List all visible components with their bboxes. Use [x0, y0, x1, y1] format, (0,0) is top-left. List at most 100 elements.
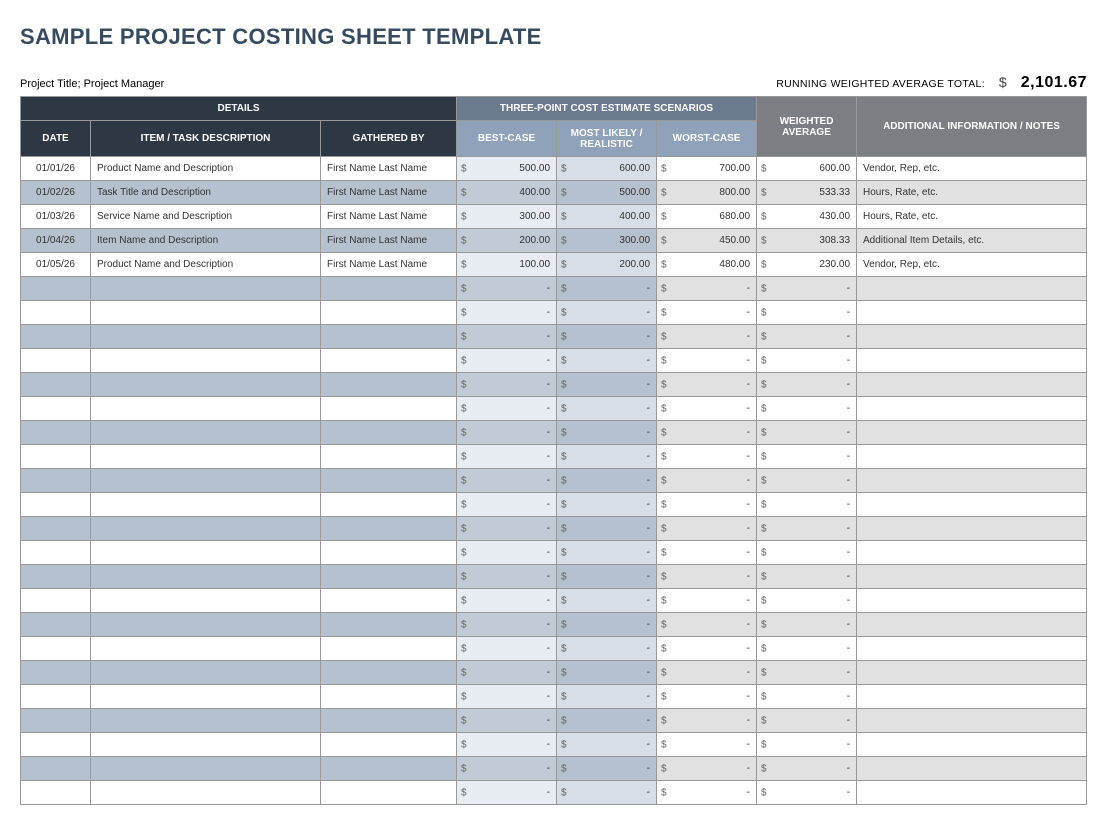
header-notes: ADDITIONAL INFORMATION / NOTES	[857, 97, 1087, 157]
table-cell: $600.00	[557, 157, 657, 181]
currency-symbol: $	[461, 643, 467, 654]
table-cell: $-	[657, 325, 757, 349]
table-cell: $-	[657, 685, 757, 709]
table-row: $-$-$-$-	[21, 685, 1087, 709]
table-cell	[321, 349, 457, 373]
currency-symbol: $	[761, 355, 767, 366]
currency-symbol: $	[661, 499, 667, 510]
table-cell: $200.00	[557, 253, 657, 277]
table-cell	[91, 757, 321, 781]
currency-symbol: $	[661, 523, 667, 534]
table-cell	[21, 613, 91, 637]
table-cell	[857, 373, 1087, 397]
currency-symbol: $	[461, 763, 467, 774]
currency-symbol: $	[661, 187, 667, 198]
table-cell: $-	[757, 661, 857, 685]
table-cell: $-	[757, 397, 857, 421]
table-cell: $-	[757, 565, 857, 589]
table-cell: $308.33	[757, 229, 857, 253]
currency-symbol: $	[761, 235, 767, 246]
table-cell: $100.00	[457, 253, 557, 277]
table-cell: $-	[557, 637, 657, 661]
table-cell: Hours, Rate, etc.	[857, 205, 1087, 229]
table-row: $-$-$-$-	[21, 493, 1087, 517]
currency-symbol: $	[461, 787, 467, 798]
table-cell	[321, 613, 457, 637]
currency-symbol: $	[561, 787, 567, 798]
table-cell	[21, 781, 91, 805]
table-row: 01/03/26Service Name and DescriptionFirs…	[21, 205, 1087, 229]
table-cell	[91, 277, 321, 301]
currency-symbol: $	[461, 259, 467, 270]
table-cell	[857, 637, 1087, 661]
table-cell	[321, 685, 457, 709]
currency-symbol: $	[561, 379, 567, 390]
currency-symbol: $	[761, 499, 767, 510]
currency-symbol: $	[461, 547, 467, 558]
table-cell	[21, 541, 91, 565]
table-cell: $-	[557, 277, 657, 301]
table-cell: $-	[657, 373, 757, 397]
table-cell	[91, 517, 321, 541]
table-cell: $300.00	[557, 229, 657, 253]
header-three-point: THREE-POINT COST ESTIMATE SCENARIOS	[457, 97, 757, 121]
currency-symbol: $	[661, 715, 667, 726]
table-cell: $-	[657, 517, 757, 541]
currency-symbol: $	[461, 331, 467, 342]
table-cell: $-	[457, 469, 557, 493]
currency-symbol: $	[761, 403, 767, 414]
table-cell: $-	[457, 493, 557, 517]
page-title: SAMPLE PROJECT COSTING SHEET TEMPLATE	[20, 24, 1087, 50]
table-cell	[321, 493, 457, 517]
table-cell: $-	[757, 445, 857, 469]
table-cell	[91, 661, 321, 685]
table-cell: $430.00	[757, 205, 857, 229]
table-cell: $-	[757, 493, 857, 517]
table-cell: $600.00	[757, 157, 857, 181]
table-row: $-$-$-$-	[21, 637, 1087, 661]
currency-symbol: $	[661, 451, 667, 462]
table-row: $-$-$-$-	[21, 277, 1087, 301]
currency-symbol: $	[461, 235, 467, 246]
currency-symbol: $	[561, 403, 567, 414]
table-cell: $-	[457, 397, 557, 421]
table-cell: $-	[657, 661, 757, 685]
table-cell: $-	[657, 565, 757, 589]
currency-symbol: $	[661, 547, 667, 558]
table-cell	[321, 757, 457, 781]
table-cell: Item Name and Description	[91, 229, 321, 253]
currency-symbol: $	[761, 283, 767, 294]
table-cell	[91, 493, 321, 517]
table-cell: $-	[457, 685, 557, 709]
currency-symbol: $	[461, 667, 467, 678]
table-row: $-$-$-$-	[21, 733, 1087, 757]
table-cell: $-	[457, 565, 557, 589]
table-row: $-$-$-$-	[21, 349, 1087, 373]
currency-symbol: $	[661, 619, 667, 630]
table-cell	[857, 397, 1087, 421]
project-title-label: Project Title; Project Manager	[20, 78, 164, 90]
table-cell	[91, 301, 321, 325]
table-cell	[21, 517, 91, 541]
currency-symbol: $	[661, 235, 667, 246]
table-cell: $500.00	[457, 157, 557, 181]
currency-symbol: $	[661, 283, 667, 294]
table-cell: $-	[557, 709, 657, 733]
table-cell: $-	[557, 301, 657, 325]
table-cell	[21, 565, 91, 589]
header-most-likely: MOST LIKELY / REALISTIC	[557, 121, 657, 157]
currency-symbol: $	[661, 595, 667, 606]
table-cell: $-	[757, 541, 857, 565]
table-cell: $230.00	[757, 253, 857, 277]
table-cell	[857, 469, 1087, 493]
currency-symbol: $	[461, 739, 467, 750]
currency-symbol: $	[661, 643, 667, 654]
currency-symbol: $	[661, 667, 667, 678]
table-cell: $400.00	[457, 181, 557, 205]
currency-symbol: $	[561, 283, 567, 294]
table-cell	[857, 301, 1087, 325]
currency-symbol: $	[761, 307, 767, 318]
table-cell	[91, 637, 321, 661]
currency-symbol: $	[661, 331, 667, 342]
table-cell	[321, 589, 457, 613]
